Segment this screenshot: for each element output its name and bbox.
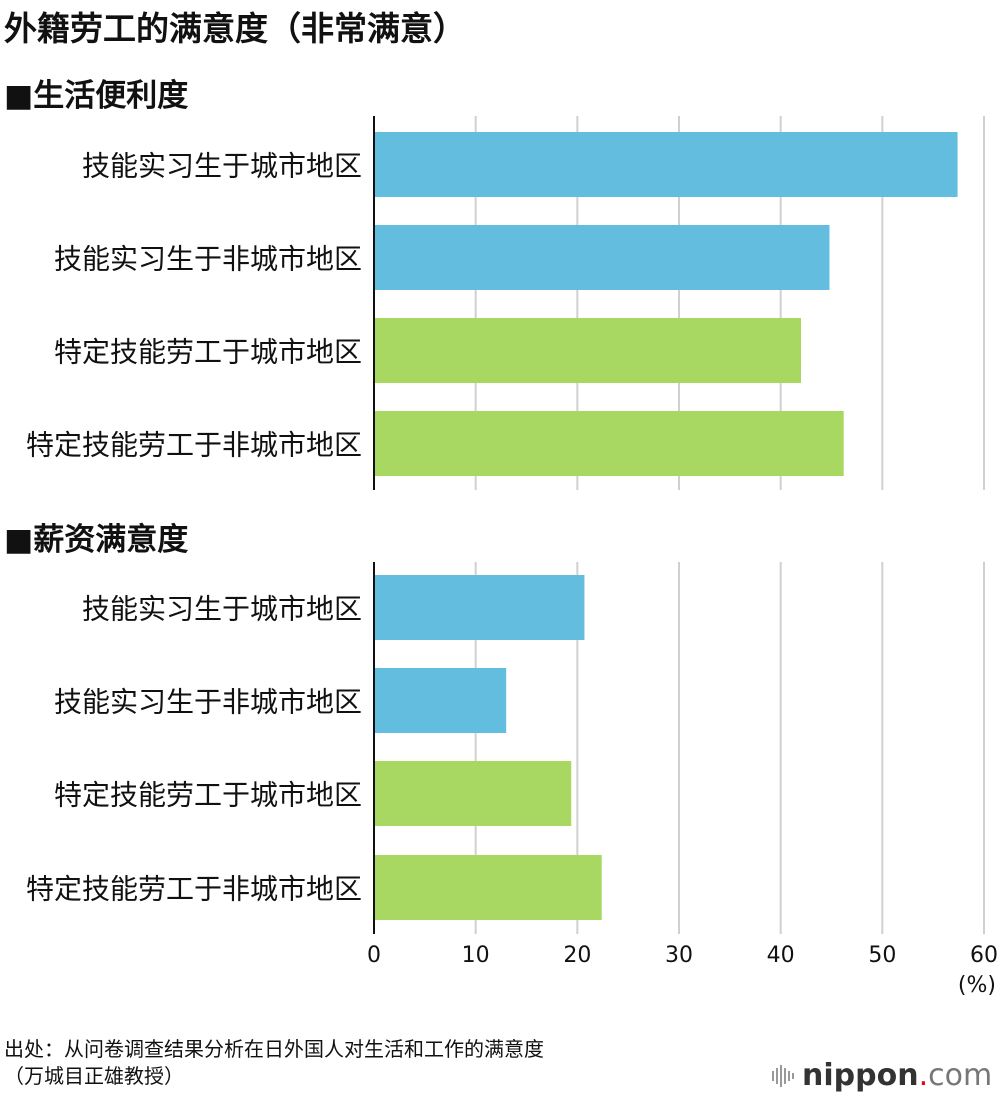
category-label: 特定技能劳工于非城市地区 <box>26 429 362 462</box>
section-title-convenience: ■生活便利度 <box>4 78 189 114</box>
logo-name: nippon <box>802 1058 919 1093</box>
logo-suffix: com <box>928 1058 993 1093</box>
bar <box>374 761 572 826</box>
x-tick-label: 20 <box>563 943 591 968</box>
x-tick-label: 0 <box>367 943 381 968</box>
source-line-1: 出处：从问卷调查结果分析在日外国人对生活和工作的满意度 <box>4 1037 544 1061</box>
category-label: 特定技能劳工于城市地区 <box>54 336 362 369</box>
x-tick-label: 50 <box>868 943 896 968</box>
bar <box>374 318 801 383</box>
chart-title: 外籍劳工的满意度（非常满意） <box>4 9 466 48</box>
bar <box>374 411 844 476</box>
category-label: 特定技能劳工于城市地区 <box>54 779 362 812</box>
nippon-logo: nippon.com <box>772 1058 992 1093</box>
logo-dot: . <box>918 1058 929 1093</box>
unit-label: (%) <box>958 973 996 998</box>
bar-charts: 技能实习生于城市地区技能实习生于非城市地区特定技能劳工于城市地区特定技能劳工于非… <box>26 116 998 998</box>
source-note: 出处：从问卷调查结果分析在日外国人对生活和工作的满意度 （万城目正雄教授） <box>4 1036 544 1090</box>
x-tick-label: 10 <box>462 943 490 968</box>
category-label: 技能实习生于非城市地区 <box>54 686 362 719</box>
bar <box>374 225 830 290</box>
x-tick-label: 40 <box>767 943 795 968</box>
category-label: 技能实习生于城市地区 <box>82 150 362 183</box>
sound-bars-icon <box>772 1065 794 1087</box>
bar <box>374 855 602 920</box>
category-label: 技能实习生于城市地区 <box>82 593 362 626</box>
bar <box>374 132 958 197</box>
x-tick-label: 60 <box>970 943 998 968</box>
category-label: 特定技能劳工于非城市地区 <box>26 873 362 906</box>
source-line-2: （万城目正雄教授） <box>4 1064 184 1088</box>
x-tick-label: 30 <box>665 943 693 968</box>
category-label: 技能实习生于非城市地区 <box>54 243 362 276</box>
section-title-salary: ■薪资满意度 <box>4 522 189 558</box>
bar <box>374 575 585 640</box>
bar <box>374 668 507 733</box>
